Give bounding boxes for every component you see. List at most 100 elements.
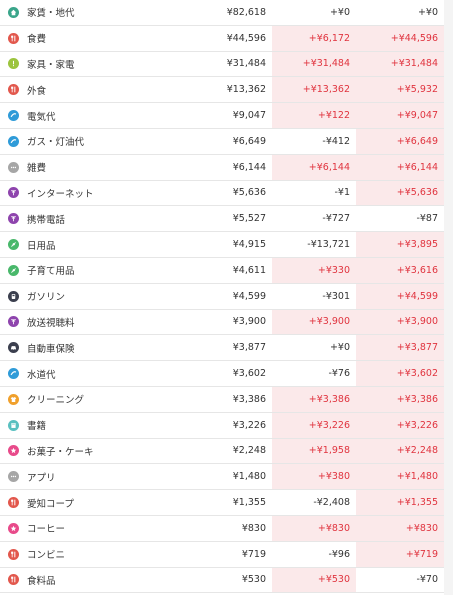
category-cell: 家賃・地代 (0, 0, 190, 25)
amount-cell: ¥31,484 (226, 58, 266, 70)
book-icon (8, 419, 19, 431)
leaf-icon (8, 264, 19, 276)
category-cell: 外食 (0, 77, 190, 102)
category-label: 食料品 (27, 575, 56, 587)
antenna-icon (8, 187, 19, 199)
diff-prev-month-cell: +¥530 (272, 567, 356, 593)
antenna-icon (8, 316, 19, 328)
table-row[interactable]: 家具・家電 ¥31,484 +¥31,484 +¥31,484 (0, 51, 453, 78)
category-cell: 食費 (0, 26, 190, 51)
amount-cell: ¥3,386 (232, 393, 266, 405)
table-row[interactable]: ガス・灯油代 ¥6,649 -¥412 +¥6,649 (0, 128, 453, 155)
table-row[interactable]: 外食 ¥13,362 +¥13,362 +¥5,932 (0, 77, 453, 104)
category-cell: 家具・家電 (0, 52, 190, 77)
amount-cell: ¥44,596 (226, 32, 266, 44)
diff-average-cell: +¥3,226 (356, 412, 444, 438)
amount-cell: ¥530 (241, 574, 266, 586)
category-label: 日用品 (27, 240, 56, 252)
category-label: 家賃・地代 (27, 8, 75, 20)
more-icon (8, 471, 19, 483)
category-label: 食費 (27, 34, 47, 46)
amount-cell: ¥3,602 (232, 368, 266, 380)
table-row[interactable]: 雑費 ¥6,144 +¥6,144 +¥6,144 (0, 154, 453, 181)
amount-cell: ¥3,877 (232, 342, 266, 354)
diff-average-cell: +¥3,895 (356, 232, 444, 257)
category-cell: ガス・灯油代 (0, 129, 190, 154)
table-row[interactable]: アプリ ¥1,480 +¥380 +¥1,480 (0, 464, 453, 491)
category-label: 電気代 (27, 111, 56, 123)
amount-cell: ¥719 (241, 548, 266, 560)
amount-cell: ¥9,047 (232, 110, 266, 122)
amount-cell: ¥5,527 (232, 213, 266, 225)
category-label: コーヒー (27, 524, 66, 536)
scroll-edge (444, 0, 453, 595)
diff-prev-month-cell: -¥301 (322, 290, 350, 302)
table-row[interactable]: 食費 ¥44,596 +¥6,172 +¥44,596 (0, 25, 453, 52)
table-row[interactable]: 自動車保険 ¥3,877 +¥0 +¥3,877 (0, 335, 453, 362)
category-cell: 水道代 (0, 361, 190, 386)
diff-average-cell: +¥9,047 (356, 103, 444, 128)
category-cell: コーヒー (0, 516, 190, 541)
info-icon (8, 58, 19, 70)
table-row[interactable]: 愛知コープ ¥1,355 -¥2,408 +¥1,355 (0, 490, 453, 516)
table-row[interactable]: 電気代 ¥9,047 +¥122 +¥9,047 (0, 103, 453, 129)
utility-icon (8, 110, 19, 122)
category-cell: ガソリン (0, 284, 190, 309)
table-row[interactable]: 水道代 ¥3,602 -¥76 +¥3,602 (0, 361, 453, 387)
diff-average-cell: +¥31,484 (356, 51, 444, 77)
table-row[interactable]: 家賃・地代 ¥82,618 +¥0 +¥0 (0, 0, 453, 26)
fork-knife-icon (8, 32, 19, 44)
table-row[interactable]: 携帯電話 ¥5,527 -¥727 -¥87 (0, 206, 453, 233)
star-icon (8, 522, 19, 534)
diff-average-cell: +¥4,599 (356, 283, 444, 309)
table-row[interactable]: クリーニング ¥3,386 +¥3,386 +¥3,386 (0, 386, 453, 413)
diff-prev-month-cell: -¥96 (328, 548, 350, 560)
table-row[interactable]: 書籍 ¥3,226 +¥3,226 +¥3,226 (0, 412, 453, 439)
category-label: クリーニング (27, 395, 85, 407)
diff-prev-month-cell: +¥3,226 (272, 412, 356, 438)
amount-cell: ¥830 (241, 522, 266, 534)
diff-prev-month-cell: +¥380 (272, 464, 356, 490)
diff-prev-month-cell: +¥122 (272, 103, 356, 128)
amount-cell: ¥4,915 (232, 239, 266, 251)
diff-prev-month-cell: +¥6,172 (272, 25, 356, 51)
diff-prev-month-cell: +¥0 (329, 342, 350, 354)
diff-prev-month-cell: +¥330 (272, 257, 356, 283)
table-row[interactable]: コーヒー ¥830 +¥830 +¥830 (0, 515, 453, 542)
category-cell: 電気代 (0, 103, 190, 128)
table-row[interactable]: 放送視聴料 ¥3,900 +¥3,900 +¥3,900 (0, 309, 453, 336)
category-label: 外食 (27, 85, 47, 97)
category-label: 自動車保険 (27, 343, 75, 355)
amount-cell: ¥3,900 (232, 316, 266, 328)
category-cell: 自動車保険 (0, 335, 190, 360)
amount-cell: ¥1,480 (232, 471, 266, 483)
amount-cell: ¥82,618 (226, 6, 266, 18)
diff-prev-month-cell: +¥13,362 (272, 77, 356, 103)
table-row[interactable]: お菓子・ケーキ ¥2,248 +¥1,958 +¥2,248 (0, 438, 453, 465)
table-row[interactable]: インターネット ¥5,636 -¥1 +¥5,636 (0, 180, 453, 207)
diff-average-cell: +¥3,900 (356, 309, 444, 335)
diff-prev-month-cell: -¥13,721 (307, 239, 350, 251)
category-label: インターネット (27, 188, 94, 200)
diff-average-cell: +¥3,616 (356, 257, 444, 283)
table-row[interactable]: ガソリン ¥4,599 -¥301 +¥4,599 (0, 283, 453, 310)
category-label: 家具・家電 (27, 59, 75, 71)
diff-prev-month-cell: +¥3,386 (272, 386, 356, 412)
amount-cell: ¥4,611 (232, 264, 266, 276)
diff-average-cell: -¥70 (416, 574, 438, 586)
utility-icon (8, 368, 19, 380)
diff-prev-month-cell: -¥412 (322, 135, 350, 147)
table-row[interactable]: コンビニ ¥719 -¥96 +¥719 (0, 541, 453, 568)
diff-average-cell: +¥5,932 (356, 77, 444, 103)
amount-cell: ¥6,144 (232, 161, 266, 173)
diff-prev-month-cell: +¥0 (329, 6, 350, 18)
table-row[interactable]: 食料品 ¥530 +¥530 -¥70 (0, 567, 453, 594)
car-icon (8, 342, 19, 354)
category-cell: 食料品 (0, 568, 190, 593)
diff-average-cell: +¥5,636 (356, 180, 444, 206)
table-row[interactable]: 子育て用品 ¥4,611 +¥330 +¥3,616 (0, 257, 453, 284)
category-label: 携帯電話 (27, 214, 66, 226)
table-row[interactable]: 日用品 ¥4,915 -¥13,721 +¥3,895 (0, 232, 453, 258)
category-cell: 雑費 (0, 155, 190, 180)
category-cell: 愛知コープ (0, 490, 190, 515)
